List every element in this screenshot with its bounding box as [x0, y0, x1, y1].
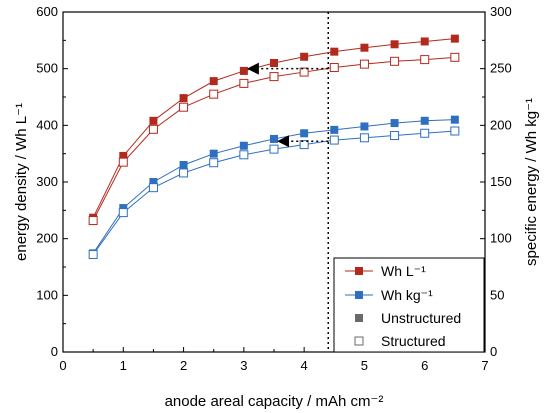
data-point [420, 128, 430, 138]
data-point [179, 94, 188, 103]
y-right-tick-label: 200 [490, 117, 512, 132]
data-point [149, 116, 158, 125]
x-tick-label: 6 [421, 358, 428, 373]
data-point [360, 122, 369, 131]
legend-label-wh-kg: Wh kg⁻¹ [381, 287, 433, 303]
data-point [420, 116, 429, 125]
y-axis-left-title: energy density / Wh L⁻¹ [13, 103, 30, 261]
y-left-tick-label: 0 [51, 344, 58, 359]
data-point [420, 55, 430, 65]
data-point [360, 43, 369, 52]
data-point [239, 150, 249, 160]
data-point [119, 151, 128, 160]
data-point [270, 134, 278, 143]
legend-label-unstructured: Unstructured [381, 310, 461, 326]
data-point [179, 168, 189, 178]
data-point [450, 34, 459, 43]
y-axis-right-title: specific energy / Wh kg⁻¹ [523, 98, 540, 266]
data-point [450, 52, 460, 62]
data-point [119, 204, 128, 213]
data-point [88, 216, 98, 226]
y-right-tick-label: 100 [490, 231, 512, 246]
y-right-tick-label: 300 [490, 4, 512, 19]
legend-label-structured: Structured [381, 333, 446, 349]
data-point [329, 63, 339, 73]
data-point [148, 124, 158, 134]
data-point [299, 140, 309, 150]
data-point [390, 131, 400, 141]
data-point [450, 115, 459, 124]
y-left-tick-label: 600 [36, 4, 58, 19]
data-point [209, 158, 219, 168]
x-axis-title: anode areal capacity / mAh cm⁻² [165, 393, 384, 410]
y-left-tick-label: 400 [36, 117, 58, 132]
y-right-tick-label: 150 [490, 174, 512, 189]
data-point [209, 77, 218, 86]
x-tick-label: 7 [481, 358, 488, 373]
data-point [179, 161, 188, 169]
x-tick-label: 2 [180, 358, 187, 373]
data-point [299, 67, 309, 77]
x-tick-label: 1 [120, 358, 127, 373]
data-point [300, 52, 309, 61]
legend: Wh L⁻¹ Wh kg⁻¹ Unstructured Structured [333, 257, 485, 353]
x-tick-label: 5 [361, 358, 368, 373]
data-point [209, 149, 218, 158]
y-left-tick-label: 100 [36, 287, 58, 302]
data-point [450, 126, 460, 136]
data-point [269, 144, 279, 154]
legend-marker-wh-l [355, 267, 363, 275]
data-point [270, 59, 278, 67]
legend-marker-wh-kg [355, 291, 363, 299]
legend-marker-unstructured [355, 314, 363, 322]
data-point [390, 119, 399, 128]
x-tick-label: 4 [301, 358, 308, 373]
data-point [239, 78, 249, 88]
data-point [390, 40, 399, 49]
data-point [118, 208, 128, 218]
y-left-tick-label: 500 [36, 61, 58, 76]
data-point [239, 141, 248, 150]
y-right-tick-label: 50 [490, 287, 504, 302]
data-point [148, 183, 158, 193]
data-point [359, 59, 369, 69]
data-point [329, 135, 339, 145]
data-point [390, 56, 400, 66]
y-right-tick-label: 0 [490, 344, 497, 359]
data-point [330, 125, 339, 134]
legend-marker-structured [354, 336, 364, 346]
data-point [300, 129, 309, 138]
y-left-tick-label: 300 [36, 174, 58, 189]
legend-label-wh-l: Wh L⁻¹ [381, 263, 426, 279]
data-point [330, 47, 339, 56]
x-tick-label: 0 [59, 358, 66, 373]
x-tick-label: 3 [240, 358, 247, 373]
data-point [420, 37, 429, 46]
data-point [149, 178, 158, 186]
data-point [118, 157, 128, 167]
y-left-tick-label: 200 [36, 231, 58, 246]
data-point [88, 250, 98, 260]
data-point [209, 89, 219, 99]
data-point [239, 66, 248, 75]
data-point [359, 133, 369, 143]
y-right-tick-label: 250 [490, 61, 512, 76]
data-point [269, 72, 279, 82]
data-point [179, 102, 189, 112]
